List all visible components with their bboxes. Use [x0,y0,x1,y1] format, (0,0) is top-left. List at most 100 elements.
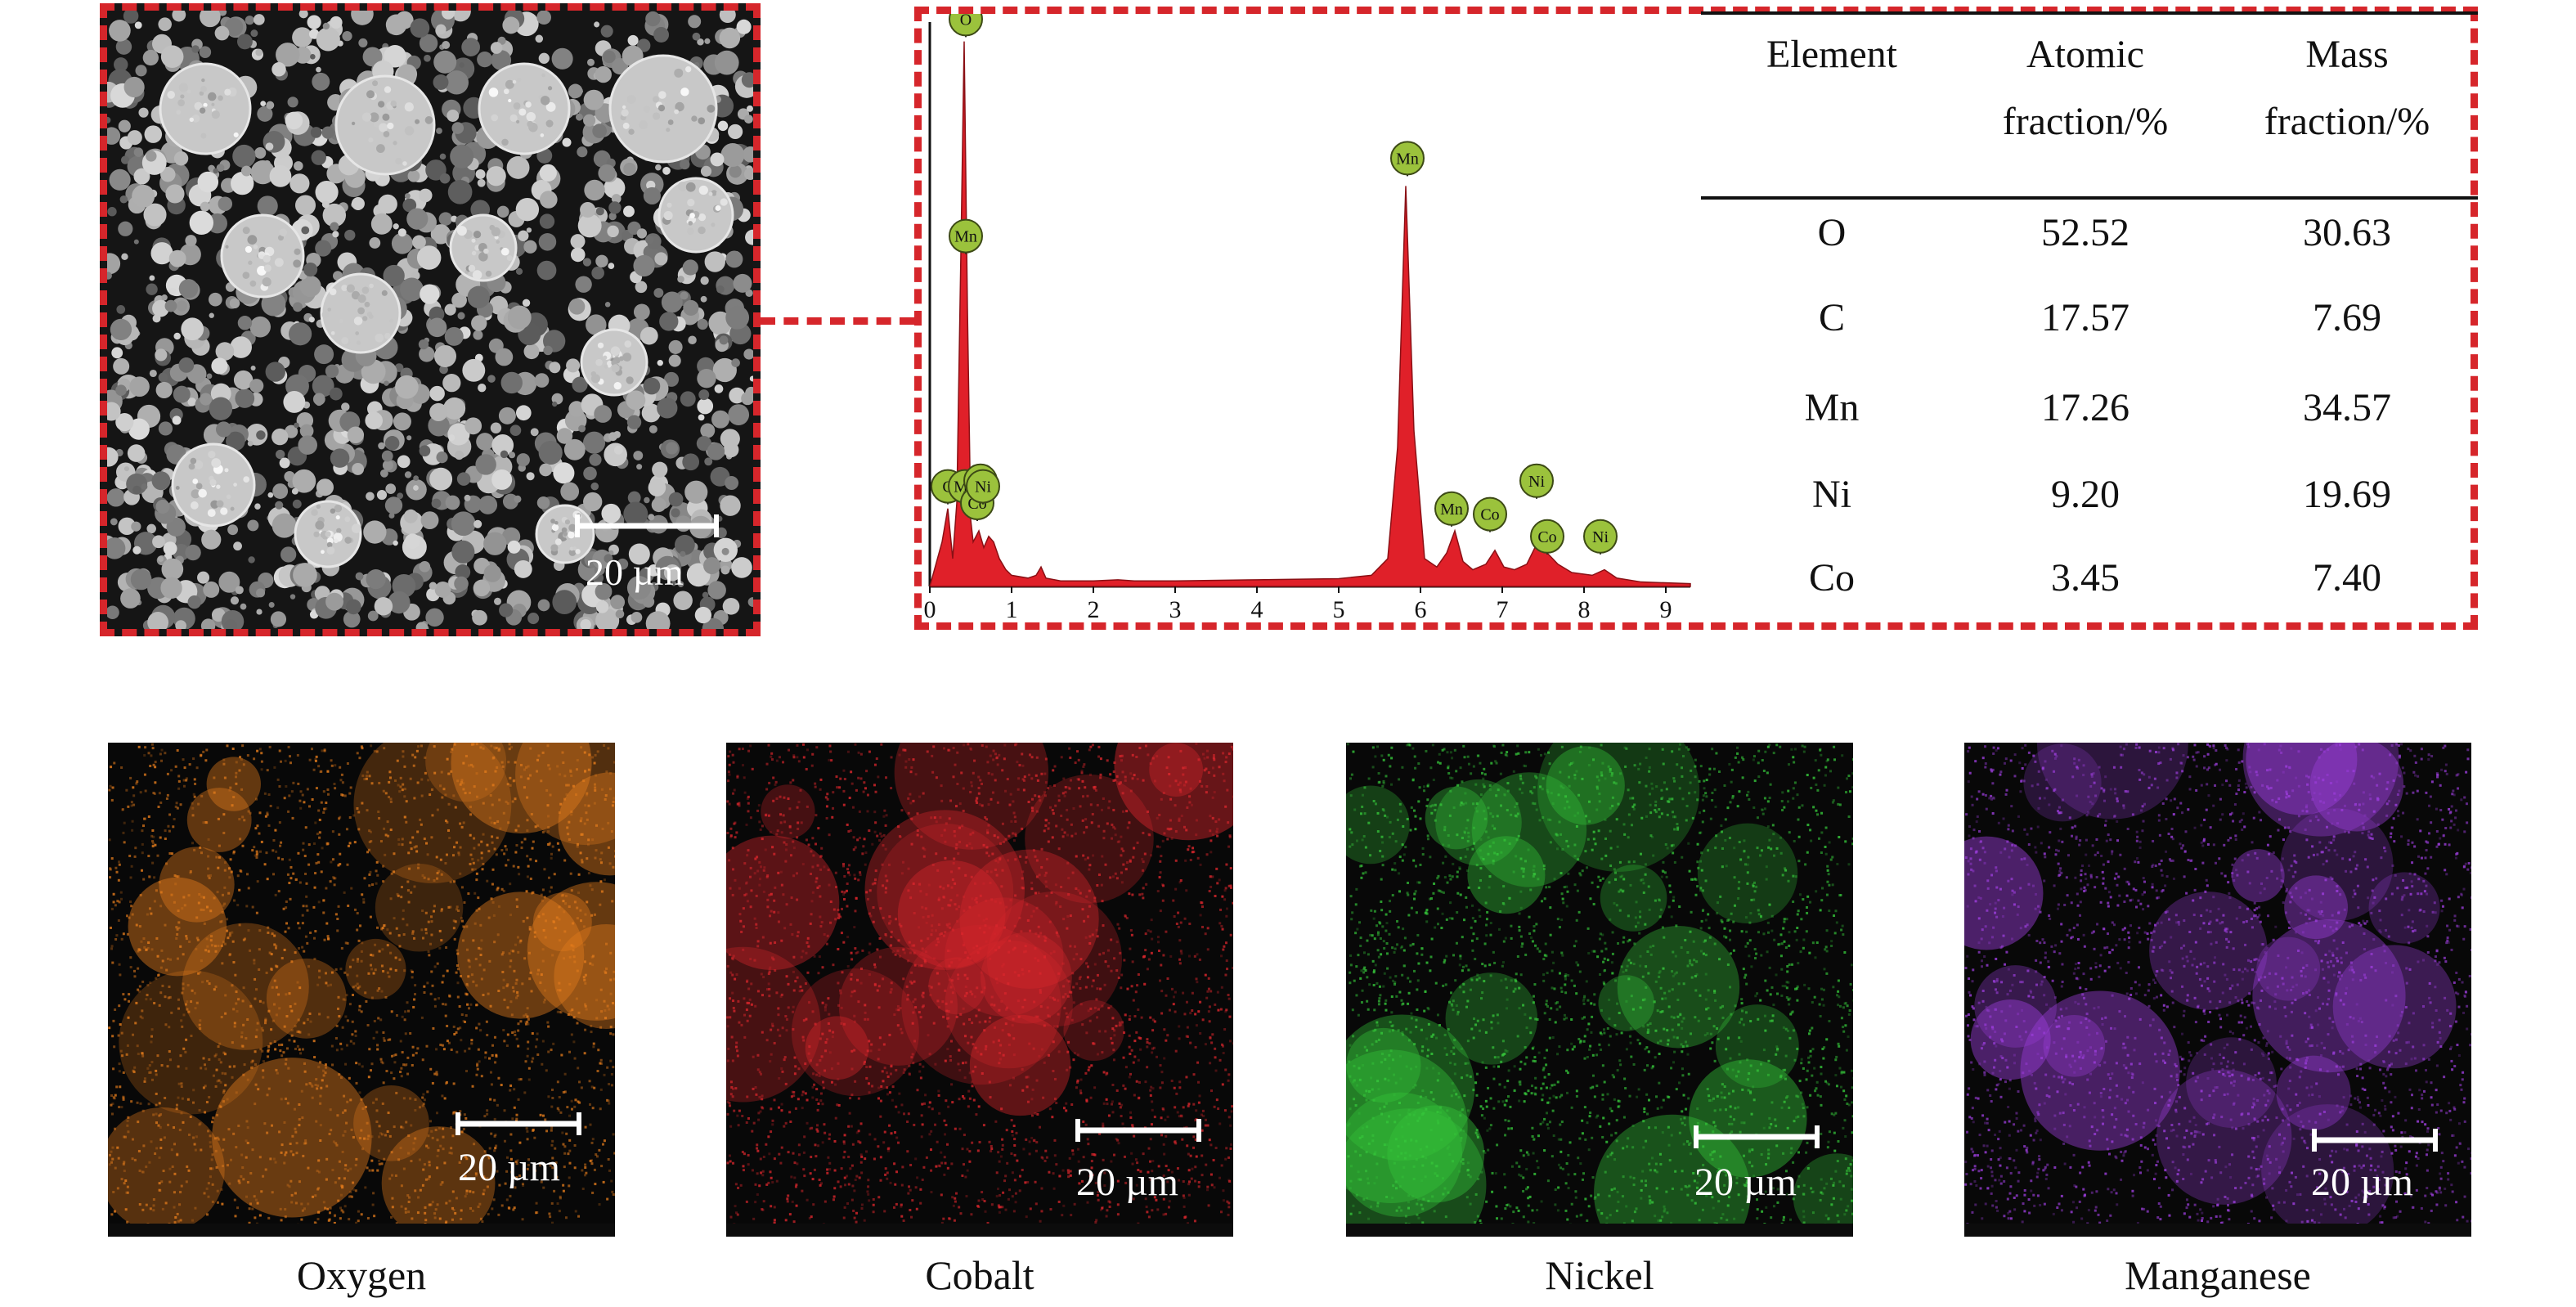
sem-particle [536,11,551,25]
sem-particle [725,476,739,490]
map-pixel [294,1002,297,1005]
map-pixel [235,1146,238,1149]
map-pixel [729,1160,732,1163]
map-pixel [467,764,470,767]
map-pixel [365,775,368,778]
sem-agglomerate-grain [233,132,239,137]
map-pixel [152,1113,155,1116]
map-pixel [189,1116,192,1119]
map-pixel [1204,1043,1207,1046]
map-pixel [120,1106,123,1109]
map-pixel [918,1070,922,1073]
map-pixel [551,1166,554,1170]
map-pixel [226,744,229,748]
sem-particle [633,254,655,277]
map-pixel [966,977,969,980]
map-pixel [511,800,514,803]
map-pixel [427,1134,430,1138]
map-pixel [424,1206,427,1209]
map-pixel [190,1000,193,1004]
map-pixel [608,1102,611,1105]
map-pixel [222,1138,226,1141]
map-pixel [298,946,301,950]
map-pixel [464,1175,467,1178]
map-pixel [298,1048,301,1051]
map-pixel [421,936,424,940]
map-pixel [489,1098,492,1101]
map-pixel [531,847,534,850]
map-pixel [131,820,134,823]
sem-particle [631,611,643,623]
map-pixel [1086,1201,1089,1204]
map-pixel [575,768,578,771]
sem-particle [351,196,365,211]
map-pixel [296,1044,299,1048]
map-pixel [289,755,292,758]
map-pixel [188,763,191,766]
map-pixel [417,1196,420,1199]
sem-particle [731,358,740,367]
map-pixel [177,921,181,924]
sem-agglomerate-grain [688,221,693,226]
map-pixel [547,1025,550,1028]
map-pixel [583,978,586,981]
map-pixel [222,1091,225,1094]
map-pixel [439,1144,442,1148]
map-pixel [327,793,330,796]
sem-particle [594,405,613,423]
map-pixel [515,905,518,909]
sem-particle [462,358,486,382]
map-pixel [351,1020,354,1023]
map-pixel [393,852,396,856]
sem-particle [133,239,139,245]
map-pixel [745,892,748,896]
map-pixel [421,1096,424,1099]
map-pixel [511,1031,514,1035]
map-pixel [206,1213,209,1216]
map-pixel [574,1098,577,1102]
map-pixel [1120,1103,1124,1107]
map-pixel [419,818,422,821]
map-pixel [1205,785,1209,788]
map-pixel [369,963,372,967]
map-pixel [436,808,439,811]
map-pixel [864,787,867,790]
sem-particle [342,30,352,42]
map-pixel [546,804,550,807]
map-pixel [349,1167,352,1170]
map-pixel [990,797,993,801]
sem-particle [487,167,506,186]
map-pixel [341,781,344,784]
map-pixel [287,927,290,930]
map-pixel [289,897,292,901]
sem-particle [236,34,253,50]
map-pixel [318,1013,321,1016]
map-pixel [486,1185,489,1188]
map-pixel [263,792,267,795]
sem-particle [594,21,600,28]
map-pixel [192,793,195,796]
map-pixel [900,924,903,927]
map-pixel [576,917,579,920]
map-pixel [824,1006,827,1009]
map-pixel [303,1207,306,1210]
map-pixel [214,1085,218,1088]
map-pixel [354,1034,357,1037]
map-pixel [433,771,437,775]
sem-agglomerate-grain [224,88,231,96]
sem-particle [178,357,195,373]
sem-particle [551,47,573,70]
map-pixel [1124,1013,1127,1017]
sem-particle [749,375,753,382]
map-pixel [414,993,417,996]
map-pixel [305,1083,308,1086]
sem-particle [378,442,385,450]
map-pixel [258,748,262,751]
map-pixel [878,936,882,940]
map-pixel [334,1214,337,1217]
map-pixel [283,797,286,800]
sem-particle [450,11,471,22]
map-pixel [258,929,262,932]
map-pixel [335,1143,339,1147]
map-pixel [110,1161,113,1164]
